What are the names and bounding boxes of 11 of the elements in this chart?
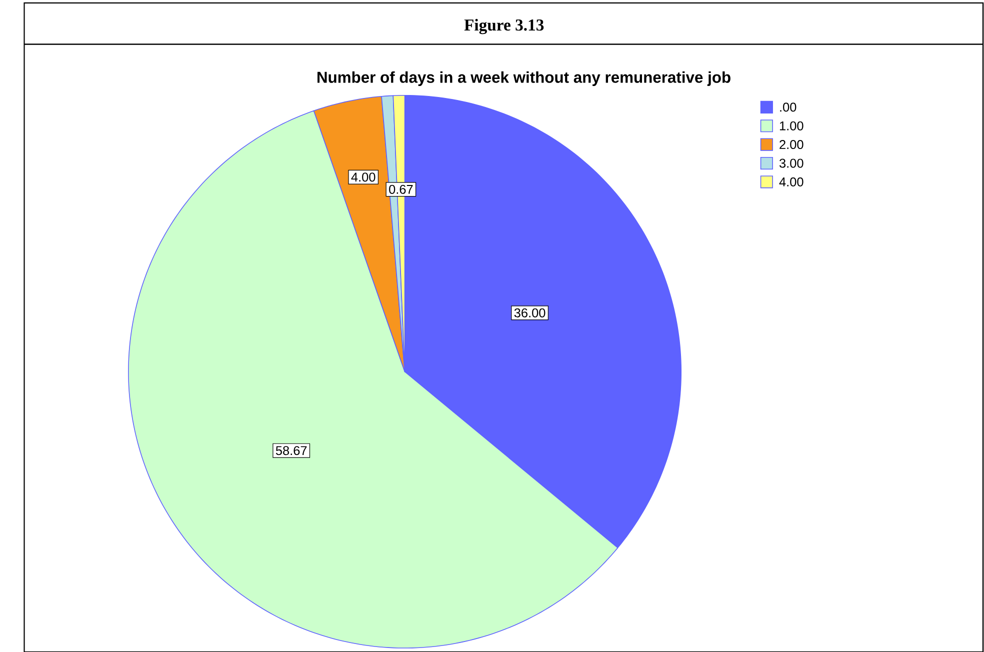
legend-label: 4.00 (779, 177, 804, 186)
legend-label: 1.00 (780, 121, 804, 130)
legend-label: .00 (780, 102, 796, 112)
legend-label: 3.00 (779, 158, 804, 168)
legend-label: 2.00 (780, 140, 804, 150)
caption: Figure 3.13 (464, 18, 544, 34)
data-label: 4.00 (351, 172, 376, 182)
chart-title: Number of days in a week without any remunerative job (318, 71, 730, 86)
data-label: 36.00 (514, 308, 546, 318)
data-label: 58.67 (276, 446, 307, 456)
data-label: 0.67 (389, 184, 413, 194)
